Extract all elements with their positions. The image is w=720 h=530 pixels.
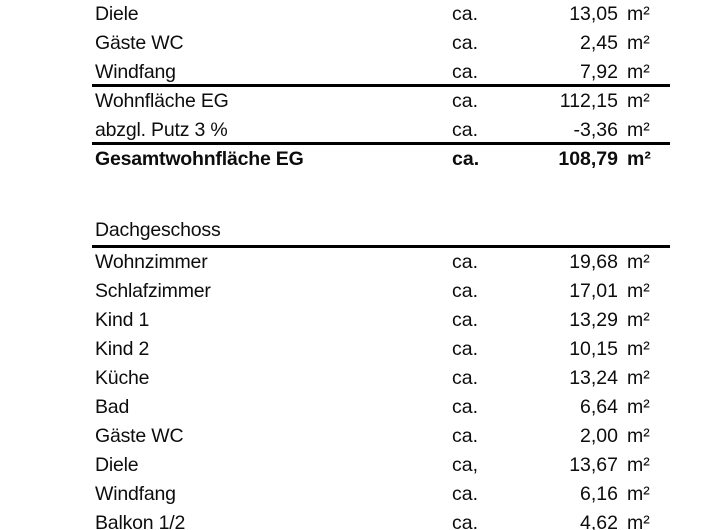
area-value: 112,15	[559, 90, 618, 112]
area-value: 19,68	[569, 251, 618, 273]
table-row: Windfang ca. 6,16 m²	[92, 480, 670, 509]
room-label: Küche	[95, 367, 150, 389]
area-value: 2,00	[580, 425, 618, 447]
area-unit: m²	[627, 90, 650, 112]
area-unit: m²	[627, 367, 650, 389]
approx-label: ca.	[452, 367, 479, 389]
area-value: 13,29	[569, 309, 618, 331]
area-value: 2,45	[580, 32, 618, 54]
section-erdgeschoss-summary: Diele ca. 13,05 m² Gäste WC ca. 2,45 m² …	[92, 0, 670, 174]
area-value: 17,01	[569, 280, 618, 302]
table-row: Gesamtwohnfläche EG ca. 108,79 m²	[92, 145, 670, 174]
section-dachgeschoss: Wohnzimmer ca. 19,68 m² Schlafzimmer ca.…	[92, 248, 670, 530]
area-value: 13,24	[569, 367, 618, 389]
area-value: 7,92	[580, 61, 618, 83]
area-unit: m²	[627, 61, 650, 83]
approx-label: ca.	[452, 512, 479, 530]
area-unit: m²	[627, 3, 650, 25]
table-row: Kind 2 ca. 10,15 m²	[92, 335, 670, 364]
approx-label: ca.	[452, 280, 479, 302]
table-row: abzgl. Putz 3 % ca. -3,36 m²	[92, 116, 670, 145]
area-value: 13,67	[569, 454, 618, 476]
area-value: 6,64	[580, 396, 618, 418]
area-unit: m²	[627, 483, 650, 505]
area-unit: m²	[627, 512, 650, 530]
table-row: Gäste WC ca. 2,00 m²	[92, 422, 670, 451]
room-label: Kind 1	[95, 309, 150, 331]
table-row: Kind 1 ca. 13,29 m²	[92, 306, 670, 335]
section-gap	[92, 174, 670, 216]
room-label: abzgl. Putz 3 %	[95, 119, 228, 141]
area-value: 108,79	[558, 148, 618, 170]
area-unit: m²	[627, 338, 650, 360]
approx-label: ca.	[452, 396, 479, 418]
room-label: Gäste WC	[95, 32, 184, 54]
area-unit: m²	[627, 32, 650, 54]
table-row: Diele ca, 13,67 m²	[92, 451, 670, 480]
area-value: 4,62	[580, 512, 618, 530]
room-label: Wohnfläche EG	[95, 90, 229, 112]
approx-label: ca.	[452, 338, 479, 360]
room-label: Diele	[95, 454, 139, 476]
approx-label: ca.	[452, 148, 480, 170]
table-row: Wohnzimmer ca. 19,68 m²	[92, 248, 670, 277]
room-label: Diele	[95, 3, 139, 25]
area-unit: m²	[627, 119, 650, 141]
table-row: Gäste WC ca. 2,45 m²	[92, 29, 670, 58]
table-row: Bad ca. 6,64 m²	[92, 393, 670, 422]
approx-label: ca.	[452, 3, 479, 25]
table-row: Windfang ca. 7,92 m²	[92, 58, 670, 87]
approx-label: ca.	[452, 425, 479, 447]
area-unit: m²	[627, 454, 650, 476]
room-label: Schlafzimmer	[95, 280, 211, 302]
area-value: 13,05	[569, 3, 618, 25]
living-area-table: Diele ca. 13,05 m² Gäste WC ca. 2,45 m² …	[92, 0, 670, 530]
room-label: Windfang	[95, 483, 176, 505]
area-value: 6,16	[580, 483, 618, 505]
approx-label: ca.	[452, 309, 479, 331]
room-label: Bad	[95, 396, 130, 418]
room-label: Kind 2	[95, 338, 150, 360]
room-label: Balkon 1/2	[95, 512, 186, 530]
approx-label: ca,	[452, 454, 479, 476]
approx-label: ca.	[452, 32, 479, 54]
room-label: Wohnzimmer	[95, 251, 208, 273]
area-unit: m²	[627, 148, 651, 170]
area-unit: m²	[627, 251, 650, 273]
area-value: -3,36	[573, 119, 618, 141]
table-row: Diele ca. 13,05 m²	[92, 0, 670, 29]
approx-label: ca.	[452, 251, 479, 273]
area-unit: m²	[627, 396, 650, 418]
section-header-dachgeschoss: Dachgeschoss	[92, 216, 670, 248]
approx-label: ca.	[452, 90, 479, 112]
table-row: Wohnfläche EG ca. 112,15 m²	[92, 87, 670, 116]
room-label: Gäste WC	[95, 425, 184, 447]
area-value: 10,15	[569, 338, 618, 360]
area-unit: m²	[627, 309, 650, 331]
approx-label: ca.	[452, 61, 479, 83]
table-row: Schlafzimmer ca. 17,01 m²	[92, 277, 670, 306]
room-label: Gesamtwohnfläche EG	[95, 148, 304, 170]
area-unit: m²	[627, 280, 650, 302]
table-row: Balkon 1/2 ca. 4,62 m²	[92, 509, 670, 530]
room-label: Windfang	[95, 61, 176, 83]
area-unit: m²	[627, 425, 650, 447]
table-row: Küche ca. 13,24 m²	[92, 364, 670, 393]
approx-label: ca.	[452, 119, 479, 141]
approx-label: ca.	[452, 483, 479, 505]
